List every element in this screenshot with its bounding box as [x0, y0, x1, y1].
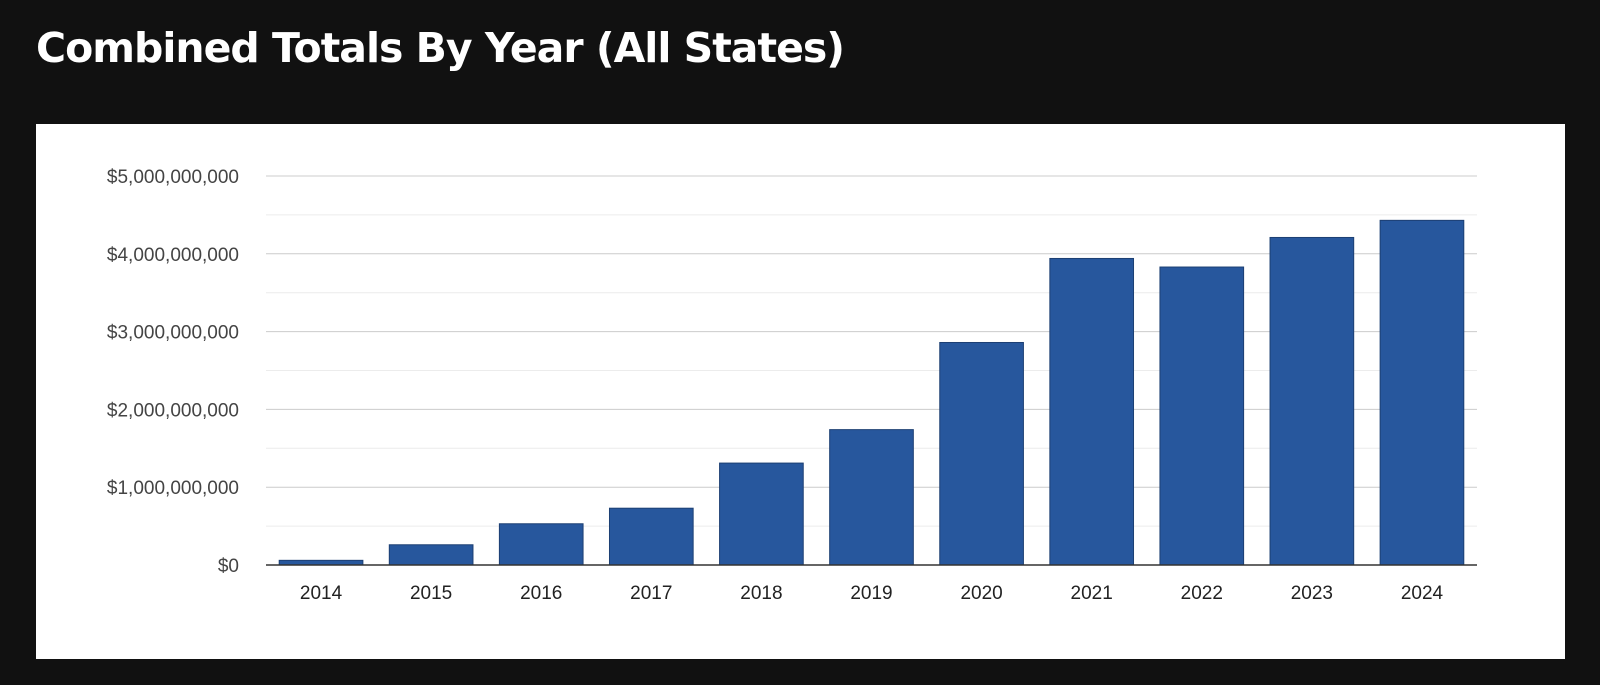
bar-2024[interactable] — [1379, 219, 1465, 566]
bar-2021[interactable] — [1049, 257, 1135, 566]
x-tick-label: 2023 — [1291, 583, 1333, 604]
x-tick-label: 2022 — [1181, 583, 1223, 604]
bar-2017[interactable] — [608, 507, 694, 566]
x-tick-label: 2018 — [740, 583, 782, 604]
y-tick-label: $0 — [218, 556, 239, 577]
y-tick-label: $5,000,000,000 — [107, 167, 239, 188]
y-tick-label: $2,000,000,000 — [107, 400, 239, 421]
x-tick-label: 2024 — [1401, 583, 1444, 604]
bar-2022[interactable] — [1159, 266, 1245, 566]
bar-2015[interactable] — [388, 544, 474, 566]
y-tick-label: $4,000,000,000 — [107, 245, 239, 266]
bar-2023[interactable] — [1269, 236, 1355, 566]
page-title: Combined Totals By Year (All States) — [36, 24, 845, 72]
x-axis-labels: 2014 2015 2016 2017 2018 2019 2020 2021 2022 2023… — [300, 583, 1444, 604]
bar-2019[interactable] — [829, 429, 914, 566]
y-tick-label: $3,000,000,000 — [107, 323, 239, 344]
bar-2018[interactable] — [719, 462, 804, 566]
x-tick-label: 2014 — [300, 583, 343, 604]
chart-card: $0 $1,000,000,000 $2,000,000,000 $3,000,000… — [36, 124, 1565, 659]
bar-2016[interactable] — [498, 523, 584, 566]
bar-2020[interactable] — [939, 341, 1024, 566]
x-tick-label: 2015 — [410, 583, 452, 604]
x-tick-label: 2020 — [960, 583, 1002, 604]
y-tick-label: $1,000,000,000 — [107, 478, 239, 499]
x-tick-label: 2021 — [1071, 583, 1113, 604]
y-axis-labels: $0 $1,000,000,000 $2,000,000,000 $3,000,000… — [107, 167, 239, 577]
x-tick-label: 2017 — [630, 583, 672, 604]
bar-chart: $0 $1,000,000,000 $2,000,000,000 $3,000,000… — [107, 167, 1477, 604]
bar-layer — [278, 219, 1465, 566]
x-tick-label: 2016 — [520, 583, 562, 604]
x-tick-label: 2019 — [850, 583, 892, 604]
